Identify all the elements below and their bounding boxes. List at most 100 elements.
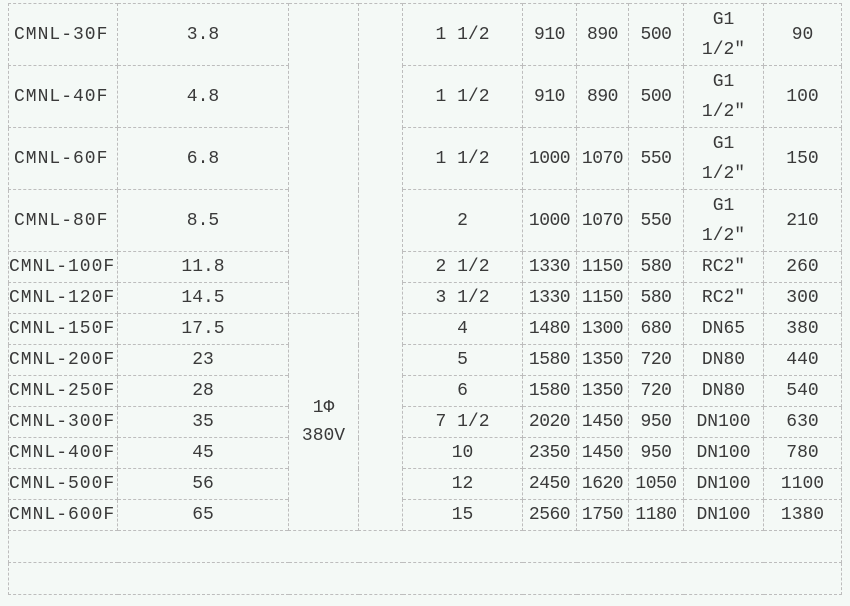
- dim-b-cell: 1350: [576, 375, 629, 407]
- dim-c-cell: 1180: [628, 499, 684, 531]
- empty-cell: [8, 562, 842, 595]
- connection-line-1: G1: [712, 71, 735, 92]
- connection-cell: DN100: [683, 406, 764, 438]
- model-cell: CMNL-300F: [8, 406, 118, 438]
- empty-row: [8, 530, 842, 563]
- dim-b-cell: 1350: [576, 344, 629, 376]
- dim-b-cell: 1450: [576, 406, 629, 438]
- dim-a-cell: 2560: [522, 499, 577, 531]
- dim-a-cell: 2450: [522, 468, 577, 500]
- power-cell: 14.5: [117, 282, 289, 314]
- dim-a-cell: 1000: [522, 189, 577, 252]
- model-cell: CMNL-250F: [8, 375, 118, 407]
- connection-line-1: G1: [712, 195, 735, 216]
- size-cell: 5: [402, 344, 523, 376]
- power-cell: 65: [117, 499, 289, 531]
- dim-b-cell: 1070: [576, 127, 629, 190]
- size-cell: 4: [402, 313, 523, 345]
- size-cell: 1 1/2: [402, 65, 523, 128]
- size-cell: 3 1/2: [402, 282, 523, 314]
- connection-line-2: 1/2″: [701, 225, 746, 246]
- model-cell: CMNL-600F: [8, 499, 118, 531]
- table-row: CMNL-300F 35 7 1/2 2020 1450 950 DN100 630: [8, 406, 842, 438]
- weight-cell: 300: [763, 282, 842, 314]
- connection-cell: DN100: [683, 437, 764, 469]
- table-row: CMNL-400F 45 10 2350 1450 950 DN100 780: [8, 437, 842, 469]
- weight-cell: 630: [763, 406, 842, 438]
- weight-cell: 380: [763, 313, 842, 345]
- dim-b-cell: 1150: [576, 251, 629, 283]
- weight-cell: 100: [763, 65, 842, 128]
- size-cell: 6: [402, 375, 523, 407]
- connection-cell: DN80: [683, 344, 764, 376]
- table-row: CMNL-500F 56 12 2450 1620 1050 DN100 1100: [8, 468, 842, 500]
- model-cell: CMNL-100F: [8, 251, 118, 283]
- connection-cell: RC2″: [683, 251, 764, 283]
- model-cell: CMNL-500F: [8, 468, 118, 500]
- weight-cell: 150: [763, 127, 842, 190]
- table-row: CMNL-600F 65 15 2560 1750 1180 DN100 1380: [8, 499, 842, 531]
- table-row: CMNL-100F 11.8 2 1/2 1330 1150 580 RC2″ 260: [8, 251, 842, 283]
- model-cell: CMNL-150F: [8, 313, 118, 345]
- dim-b-cell: 1070: [576, 189, 629, 252]
- connection-line-1: G1: [712, 133, 735, 154]
- dim-b-cell: 1300: [576, 313, 629, 345]
- power-cell: 28: [117, 375, 289, 407]
- dim-c-cell: 580: [628, 282, 684, 314]
- connection-cell: DN100: [683, 499, 764, 531]
- connection-cell: DN80: [683, 375, 764, 407]
- weight-cell: 1100: [763, 468, 842, 500]
- model-cell: CMNL-120F: [8, 282, 118, 314]
- dim-a-cell: 1580: [522, 344, 577, 376]
- model-cell: CMNL-30F: [8, 3, 118, 66]
- connection-cell: DN65: [683, 313, 764, 345]
- dim-b-cell: 890: [576, 65, 629, 128]
- weight-cell: 540: [763, 375, 842, 407]
- model-cell: CMNL-60F: [8, 127, 118, 190]
- model-cell: CMNL-80F: [8, 189, 118, 252]
- dim-c-cell: 720: [628, 375, 684, 407]
- weight-cell: 210: [763, 189, 842, 252]
- table-row: CMNL-120F 14.5 3 1/2 1330 1150 580 RC2″ 300: [8, 282, 842, 314]
- connection-cell: G1 1/2″: [683, 65, 764, 128]
- dim-c-cell: 550: [628, 127, 684, 190]
- empty-row: [8, 562, 842, 595]
- dim-b-cell: 1620: [576, 468, 629, 500]
- model-cell: CMNL-400F: [8, 437, 118, 469]
- dim-a-cell: 910: [522, 3, 577, 66]
- power-cell: 4.8: [117, 65, 289, 128]
- table-row: CMNL-80F 8.5 2 1000 1070 550 G1 1/2″ 210: [8, 189, 842, 252]
- weight-cell: 780: [763, 437, 842, 469]
- dim-a-cell: 1000: [522, 127, 577, 190]
- connection-line-2: 1/2″: [701, 163, 746, 184]
- dim-c-cell: 720: [628, 344, 684, 376]
- dim-a-cell: 2020: [522, 406, 577, 438]
- connection-cell: G1 1/2″: [683, 127, 764, 190]
- connection-line-1: G1: [712, 9, 735, 30]
- dim-b-cell: 1750: [576, 499, 629, 531]
- dim-c-cell: 500: [628, 3, 684, 66]
- dim-c-cell: 580: [628, 251, 684, 283]
- voltage-label: 380V: [301, 426, 346, 446]
- dim-b-cell: 1150: [576, 282, 629, 314]
- weight-cell: 90: [763, 3, 842, 66]
- dim-b-cell: 1450: [576, 437, 629, 469]
- power-cell: 35: [117, 406, 289, 438]
- connection-line-2: 1/2″: [701, 101, 746, 122]
- size-cell: 12: [402, 468, 523, 500]
- phase-voltage-cell: 1Φ 380V: [288, 313, 359, 531]
- weight-cell: 1380: [763, 499, 842, 531]
- empty-cell: [8, 530, 842, 563]
- power-cell: 3.8: [117, 3, 289, 66]
- size-cell: 2: [402, 189, 523, 252]
- dim-c-cell: 550: [628, 189, 684, 252]
- dim-a-cell: 1580: [522, 375, 577, 407]
- phase-blank-cell: [288, 3, 359, 314]
- size-cell: 1 1/2: [402, 3, 523, 66]
- dim-c-cell: 1050: [628, 468, 684, 500]
- connection-cell: DN100: [683, 468, 764, 500]
- size-cell: 7 1/2: [402, 406, 523, 438]
- size-cell: 10: [402, 437, 523, 469]
- table-row: CMNL-30F 3.8 1 1/2 910 890 500 G1 1/2″ 90: [8, 3, 842, 531]
